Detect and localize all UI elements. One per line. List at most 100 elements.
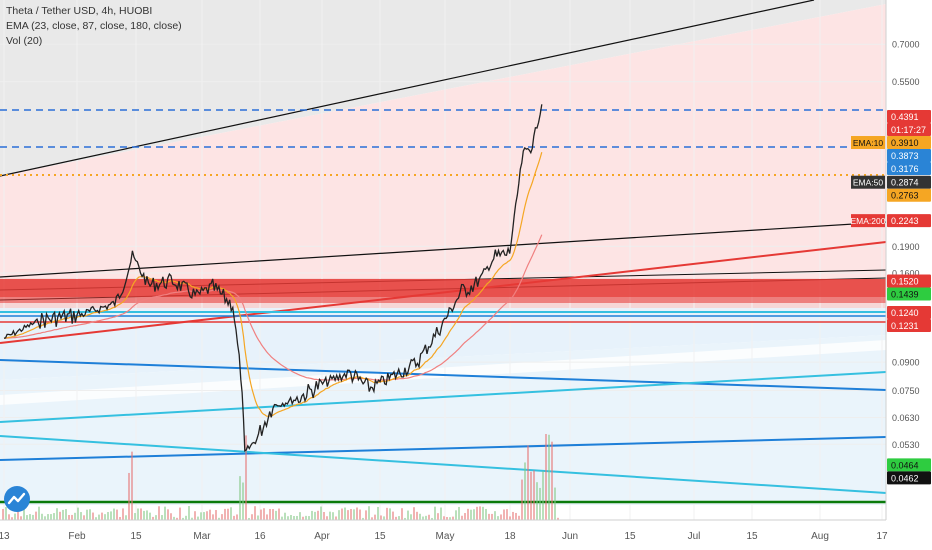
y-tick-label: 0.1900 bbox=[892, 242, 920, 252]
x-tick-label: 15 bbox=[746, 531, 758, 542]
volume-bar bbox=[479, 506, 481, 520]
x-tick-label: Apr bbox=[314, 531, 330, 542]
price-label: 0.1520 bbox=[891, 276, 919, 286]
volume-bar bbox=[548, 434, 550, 520]
volume-bar bbox=[152, 516, 154, 520]
volume-bar bbox=[401, 508, 403, 520]
volume-bar bbox=[8, 514, 10, 520]
price-label: 01:17:27 bbox=[891, 125, 926, 135]
ema-indicator-label[interactable]: EMA (23, close, 87, close, 180, close) bbox=[6, 20, 182, 32]
price-label-box bbox=[887, 110, 931, 124]
volume-bar bbox=[206, 511, 208, 520]
volume-bar bbox=[134, 513, 136, 520]
price-label-box bbox=[887, 471, 931, 485]
volume-bar bbox=[455, 510, 457, 520]
volume-bar bbox=[131, 451, 133, 520]
volume-bar bbox=[59, 511, 61, 520]
x-tick-label: 15 bbox=[624, 531, 636, 542]
volume-bar bbox=[473, 509, 475, 520]
volume-bar bbox=[41, 513, 43, 520]
volume-bar bbox=[470, 509, 472, 520]
price-label-box bbox=[887, 306, 931, 320]
price-label-box bbox=[887, 188, 931, 202]
volume-bar bbox=[191, 517, 193, 520]
volume-bar bbox=[545, 433, 547, 520]
volume-bar bbox=[407, 510, 409, 520]
volume-bar bbox=[170, 513, 172, 520]
volume-bar bbox=[209, 509, 211, 520]
volume-bar bbox=[257, 515, 259, 520]
volume-bar bbox=[266, 514, 268, 520]
y-tick-label: 0.7000 bbox=[892, 40, 920, 50]
volume-bar bbox=[356, 507, 358, 520]
volume-bar bbox=[287, 516, 289, 520]
tradingview-logo-icon[interactable] bbox=[4, 486, 30, 512]
volume-bar bbox=[386, 507, 388, 520]
volume-bar bbox=[395, 516, 397, 520]
price-label: 0.2874 bbox=[891, 178, 919, 188]
cyan-trend-line-2 bbox=[0, 435, 887, 494]
volume-bar bbox=[164, 506, 166, 520]
volume-bar bbox=[20, 516, 22, 520]
volume-bar bbox=[44, 516, 46, 520]
volume-bar bbox=[446, 517, 448, 520]
volume-bar bbox=[410, 514, 412, 520]
volume-bar bbox=[161, 515, 163, 520]
volume-bar bbox=[263, 508, 265, 520]
price-label-box bbox=[887, 123, 931, 137]
volume-bar bbox=[482, 506, 484, 520]
volume-bar bbox=[251, 514, 253, 520]
volume-bar bbox=[425, 515, 427, 520]
volume-bar bbox=[293, 516, 295, 520]
volume-bar bbox=[215, 510, 217, 520]
volume-bar bbox=[2, 508, 4, 520]
ema-tag-box bbox=[851, 175, 885, 189]
volume-bar bbox=[551, 441, 553, 520]
price-label-box bbox=[887, 214, 931, 228]
y-tick-label: 0.5500 bbox=[892, 77, 920, 87]
time-axis[interactable]: 13 Feb 15 Mar 16 Apr 15 May 18 Jun 15 Jul 15 Aug 17 bbox=[0, 519, 932, 550]
volume-indicator-label[interactable]: Vol (20) bbox=[6, 35, 43, 47]
volume-bar bbox=[254, 506, 256, 520]
middle-channel-line bbox=[0, 221, 887, 278]
volume-bar bbox=[227, 508, 229, 520]
trend-lines bbox=[0, 0, 887, 504]
x-tick-label: Jun bbox=[562, 531, 578, 542]
volume-bar bbox=[431, 517, 433, 520]
volume-bar bbox=[359, 509, 361, 520]
ema-fast-line bbox=[4, 152, 543, 417]
price-label: 0.0462 bbox=[891, 473, 919, 483]
price-label-box bbox=[887, 458, 931, 472]
x-tick-label: Aug bbox=[811, 531, 829, 542]
volume-bar bbox=[413, 507, 415, 520]
x-tick-label: 18 bbox=[504, 531, 516, 542]
price-label: 0.3910 bbox=[891, 138, 919, 148]
volume-bar bbox=[104, 514, 106, 520]
price-line bbox=[3, 104, 543, 452]
volume-bar bbox=[194, 511, 196, 520]
price-label: 0.1240 bbox=[891, 308, 919, 318]
volume-bar bbox=[329, 511, 331, 520]
volume-bar bbox=[452, 516, 454, 520]
symbol-title[interactable]: Theta / Tether USD, 4h, HUOBI bbox=[6, 5, 153, 17]
volume-bar bbox=[539, 487, 541, 520]
volume-bar bbox=[461, 515, 463, 520]
x-tick-label: May bbox=[436, 531, 455, 542]
x-tick-label: 17 bbox=[876, 531, 888, 542]
volume-bar bbox=[506, 509, 508, 520]
volume-bar bbox=[146, 510, 148, 520]
volume-bar bbox=[224, 508, 226, 520]
volume-bar bbox=[32, 514, 34, 520]
price-label-box bbox=[887, 175, 931, 189]
volume-bar bbox=[236, 514, 238, 520]
volume-bar bbox=[197, 516, 199, 520]
volume-bar bbox=[443, 516, 445, 520]
volume-bar bbox=[503, 509, 505, 520]
volume-bar bbox=[380, 515, 382, 520]
volume-bar bbox=[92, 512, 94, 520]
volume-bar bbox=[26, 515, 28, 520]
volume-bar bbox=[182, 517, 184, 520]
volume-bar bbox=[245, 435, 247, 520]
volume-bar bbox=[338, 510, 340, 520]
